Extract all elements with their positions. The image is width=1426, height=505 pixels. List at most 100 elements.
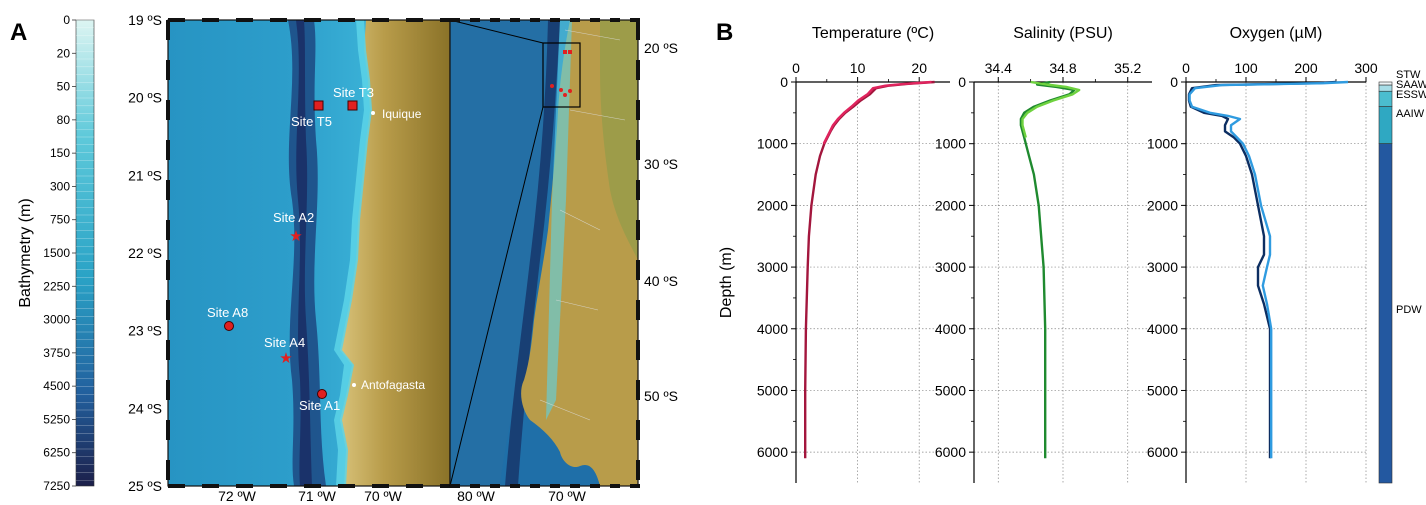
site-a8: Site A8 (207, 305, 248, 331)
inset-lon-label: 70 ºW (548, 488, 587, 504)
y-tick-label: 3000 (757, 259, 788, 275)
map-lat-label: 19 ºS (128, 12, 162, 28)
inset-credit: Ocean Data View (647, 445, 653, 484)
site-t3: Site T3 (333, 85, 374, 111)
y-tick-label: 1000 (1147, 136, 1178, 152)
site-a1-label: Site A1 (299, 398, 340, 413)
site-a1: Site A1 (299, 389, 340, 413)
site-t3-marker (347, 100, 358, 111)
water-mass-segment (1378, 81, 1393, 86)
y-tick-label: 1000 (757, 136, 788, 152)
map-lon-label: 70 ºW (364, 488, 403, 504)
site-a2: ★ Site A2 (273, 210, 314, 245)
profile-title: Oxygen (µM) (1230, 25, 1323, 42)
y-tick-label: 6000 (1147, 444, 1178, 460)
inset-lat-label: 40 ºS (644, 273, 678, 289)
x-tick-label: 35.2 (1114, 60, 1141, 76)
y-tick-label: 3000 (935, 259, 966, 275)
profile-series-line (1021, 80, 1081, 138)
y-tick-label: 5000 (1147, 382, 1178, 398)
town-antofagasta: Antofagasta (352, 378, 425, 392)
x-tick-label: 10 (850, 60, 866, 76)
bathymetry-colorbar (75, 19, 95, 487)
coast-shelf (334, 20, 372, 486)
water-mass-segment (1378, 84, 1393, 92)
profile-series-line (804, 80, 935, 459)
panel-label-b: B (716, 19, 733, 46)
profile-series-line (822, 80, 932, 145)
profile-series-line (1187, 80, 1337, 459)
y-tick-label: 2000 (757, 197, 788, 213)
trench-core (296, 20, 312, 486)
x-tick-label: 200 (1294, 60, 1318, 76)
water-mass-label: ESSW (1396, 89, 1426, 101)
site-a4-marker: ★ (279, 350, 292, 367)
site-a8-marker (224, 321, 234, 331)
bathymetry-legend: 0 20 50 80 150 300 750 1500 2250 3000 3750 4500 5250… (17, 13, 95, 493)
profile-title: Temperature (ºC) (812, 25, 934, 42)
map-lat-label: 24 ºS (128, 400, 162, 416)
map-lat-label: 21 ºS (128, 167, 162, 183)
site-t5-label: Site T5 (291, 114, 332, 129)
bathymetry-tick-label: 2250 (43, 279, 70, 293)
site-a8-label: Site A8 (207, 305, 248, 320)
site-t5-marker (313, 100, 324, 111)
inset-trench (505, 20, 560, 486)
y-tick-label: 6000 (935, 444, 966, 460)
profile-charts: Temperature (ºC)0 10 200100020003000400050… (718, 25, 1426, 484)
town-antofagasta-label: Antofagasta (361, 378, 425, 392)
y-tick-label: 6000 (757, 444, 788, 460)
bathymetry-tick-label: 80 (57, 113, 71, 127)
bathymetry-axis-label: Bathymetry (m) (17, 198, 34, 307)
map-lon-label: 72 ºW (218, 488, 257, 504)
y-tick-label: 1000 (935, 136, 966, 152)
bathymetry-tick-label: 750 (50, 213, 70, 227)
map-lat-label: 23 ºS (128, 323, 162, 339)
y-tick-label: 5000 (935, 382, 966, 398)
site-t5: Site T5 (291, 100, 332, 129)
x-tick-label: 0 (1182, 60, 1190, 76)
profile-chart-1: Salinity (PSU) 34.4 34.8 35.2 0 1000 2000 3000 4… (935, 25, 1152, 483)
inset-lat-label: 20 ºS (644, 40, 678, 56)
bathymetry-tick-label: 1500 (43, 246, 70, 260)
y-axis-label: Depth (m) (718, 247, 735, 318)
bathymetry-tick-label: 0 (63, 13, 70, 27)
y-tick-label: 5000 (757, 382, 788, 398)
site-a4: ★ Site A4 (264, 335, 305, 367)
map-lon-label: 71 ºW (298, 488, 337, 504)
x-tick-label: 34.4 (985, 60, 1012, 76)
site-t3-label: Site T3 (333, 85, 374, 100)
water-mass-segment (1378, 106, 1393, 144)
bathymetry-tick-label: 6250 (43, 446, 70, 460)
site-a1-marker (317, 389, 327, 399)
inset-lon-label: 80 ºW (457, 488, 496, 504)
y-tick-label: 4000 (757, 321, 788, 337)
profile-series-line (1188, 80, 1349, 459)
x-tick-label: 20 (911, 60, 927, 76)
site-a2-marker: ★ (289, 228, 302, 245)
inset-connector-top (449, 19, 544, 44)
water-mass-label: SAAW (1396, 79, 1426, 91)
water-mass-label: AAIW (1396, 108, 1425, 120)
bathymetry-tick-label: 50 (57, 80, 71, 94)
bathymetry-tick-label: 150 (50, 146, 70, 160)
x-tick-label: 34.8 (1049, 60, 1076, 76)
x-tick-label: 300 (1354, 60, 1378, 76)
x-tick-label: 0 (792, 60, 800, 76)
bathymetry-tick-label: 20 (57, 46, 71, 60)
bathymetry-tick-label: 5250 (43, 412, 70, 426)
bathymetry-tick-label: 300 (50, 179, 70, 193)
inset-lat-label: 30 ºS (644, 156, 678, 172)
y-tick-label: 0 (780, 74, 788, 90)
profile-title: Salinity (PSU) (1013, 25, 1113, 42)
panel-label-a: A (10, 19, 27, 46)
y-tick-label: 0 (958, 74, 966, 90)
regional-map: 19 ºS 20 ºS 21 ºS 22 ºS 23 ºS 24 ºS 25 ºS 72 º… (128, 12, 457, 504)
bathymetry-tick-label: 4500 (43, 379, 70, 393)
town-iquique: Iquique (371, 107, 422, 121)
profile-chart-2: Oxygen (µM)0 100 200 3000100020003000400050… (1147, 25, 1426, 484)
water-mass-label: PDW (1396, 304, 1422, 316)
water-mass-segment (1378, 143, 1393, 484)
